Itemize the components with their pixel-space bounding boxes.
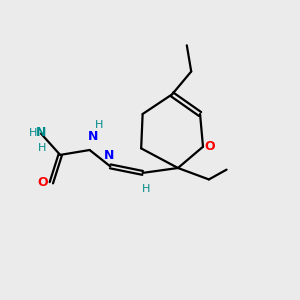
Text: H: H: [95, 121, 103, 130]
Text: O: O: [204, 140, 215, 153]
Text: N: N: [87, 130, 98, 143]
Text: H: H: [29, 128, 38, 138]
Text: H: H: [38, 143, 47, 153]
Text: N: N: [104, 149, 115, 162]
Text: H: H: [141, 184, 150, 194]
Text: N: N: [36, 126, 46, 139]
Text: O: O: [37, 176, 48, 189]
